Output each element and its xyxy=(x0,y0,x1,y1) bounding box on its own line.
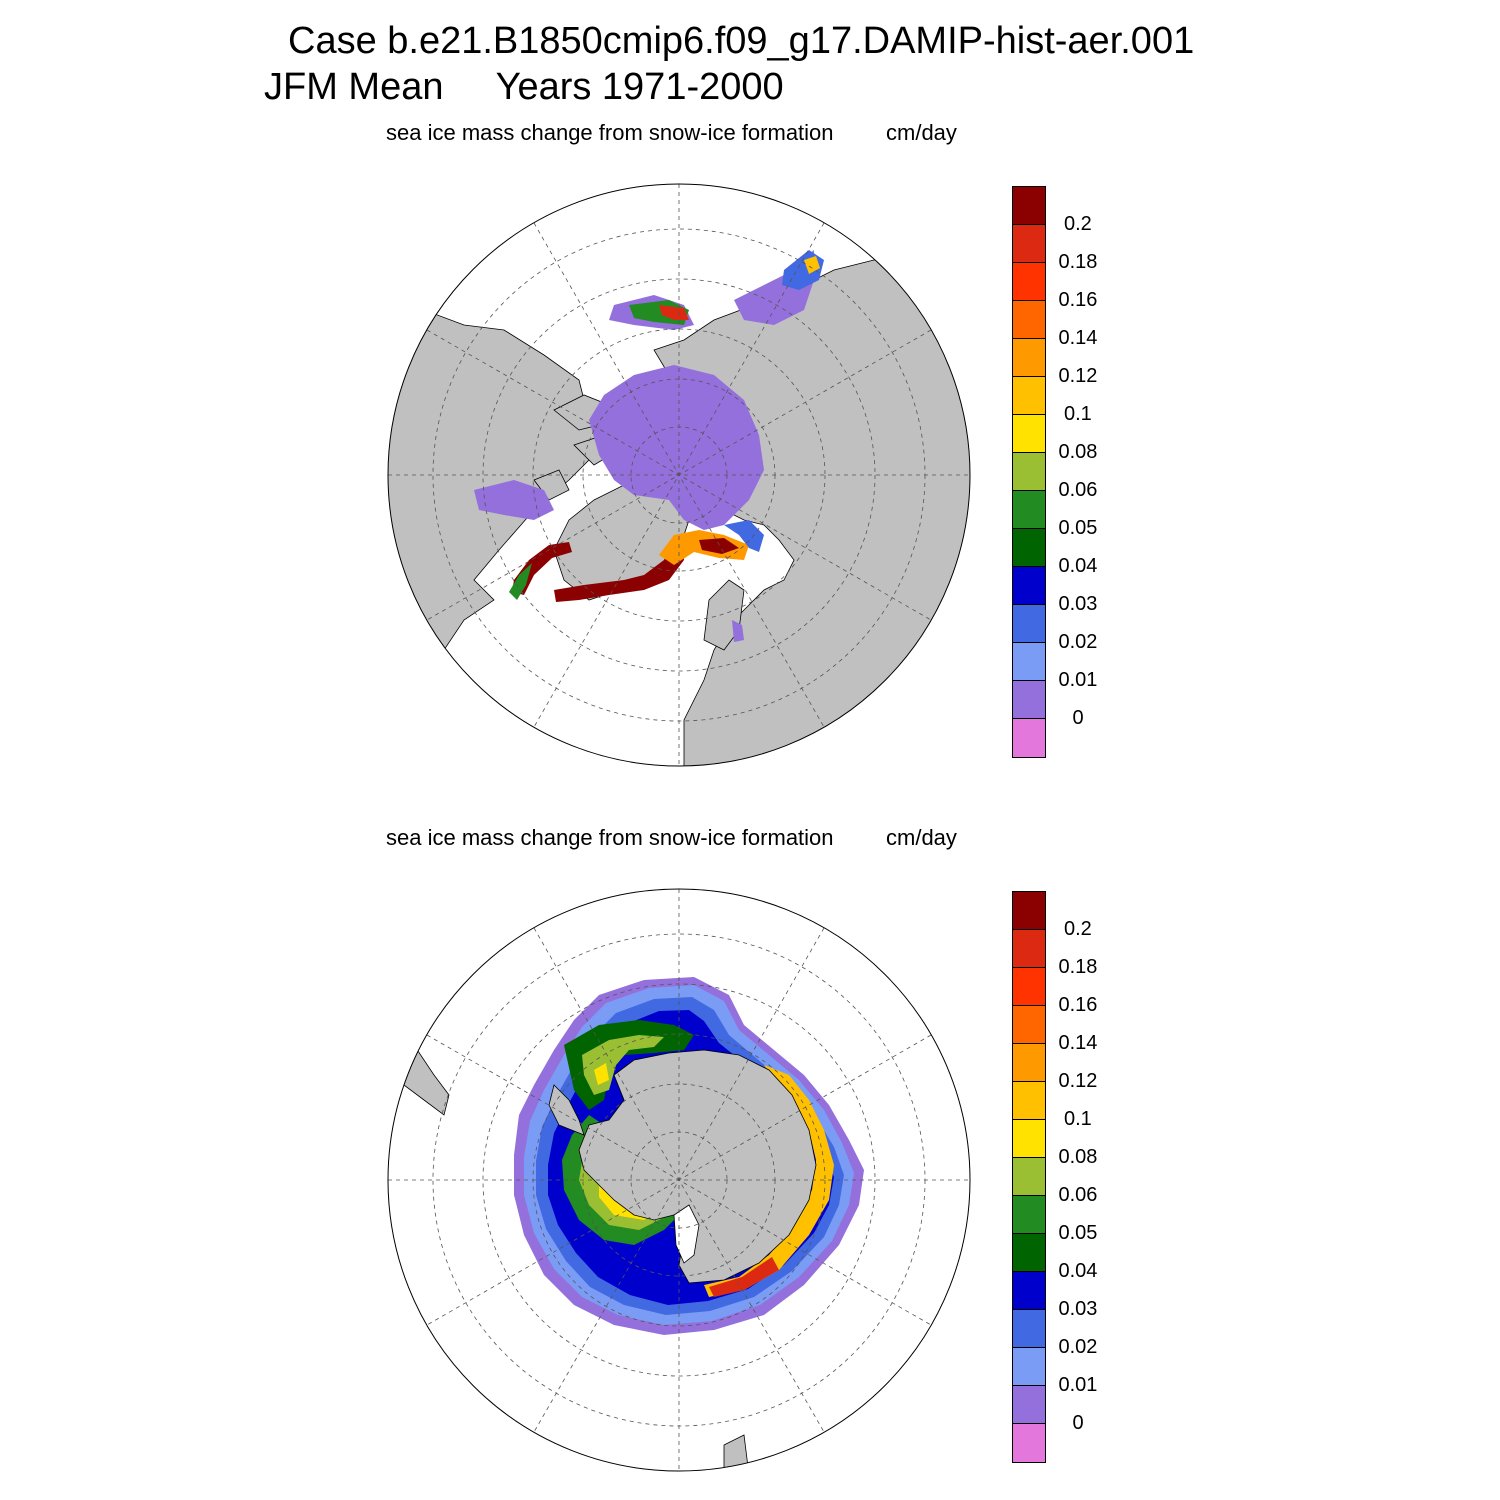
sh-map-border xyxy=(387,888,971,1472)
sh-colorbar-tick-label: 0.02 xyxy=(1058,1336,1098,1358)
sh-units-label: cm/day xyxy=(886,825,957,850)
sh-colorbar-swatch xyxy=(1013,892,1045,930)
sh-ice-east-coast xyxy=(704,1065,834,1297)
sh-land-peninsula xyxy=(548,1084,585,1136)
sh-ice-east-coast-red xyxy=(709,1257,779,1297)
nh-colorbar-swatch xyxy=(1013,377,1045,415)
nh-colorbar-tick-label: 0.04 xyxy=(1058,555,1098,577)
sh-colorbar-swatch xyxy=(1013,1006,1045,1044)
sh-colorbar-swatch xyxy=(1013,1082,1045,1120)
nh-colorbar-tick-label: 0.05 xyxy=(1058,517,1098,539)
nh-colorbar-tick-label: 0.06 xyxy=(1058,479,1098,501)
sh-colorbar-tick-label: 0 xyxy=(1072,1412,1084,1434)
nh-colorbar-tick-label: 0.03 xyxy=(1058,593,1098,615)
nh-colorbar-tick-label: 0.18 xyxy=(1058,251,1098,273)
sh-colorbar-tick-label: 0.03 xyxy=(1058,1298,1098,1320)
nh-colorbar-swatch xyxy=(1013,643,1045,681)
nh-colorbar-swatch xyxy=(1013,339,1045,377)
sh-colorbar-swatch xyxy=(1013,930,1045,968)
nh-colorbar-swatch xyxy=(1013,491,1045,529)
sh-colorbar-tick-label: 0.12 xyxy=(1058,1070,1098,1092)
sh-variable-label: sea ice mass change from snow-ice format… xyxy=(386,825,834,850)
nh-colorbar-swatch xyxy=(1013,225,1045,263)
sh-colorbar-tick-label: 0.14 xyxy=(1058,1032,1098,1054)
nh-variable-label: sea ice mass change from snow-ice format… xyxy=(386,120,834,145)
nh-colorbar-tick-label: 0.08 xyxy=(1058,441,1098,463)
nh-polar-map xyxy=(387,183,971,767)
nh-colorbar-swatch xyxy=(1013,453,1045,491)
sh-polar-map xyxy=(387,888,971,1472)
sh-ross-ice-shelf xyxy=(673,1204,700,1264)
sh-colorbar-swatch xyxy=(1013,1348,1045,1386)
nh-ice-barents-max xyxy=(699,538,739,554)
nh-colorbar-swatch xyxy=(1013,415,1045,453)
nh-colorbar-swatch xyxy=(1013,301,1045,339)
nh-units-label: cm/day xyxy=(886,120,957,145)
nh-colorbar-tick-label: 0.12 xyxy=(1058,365,1098,387)
sh-colorbar-tick-label: 0.1 xyxy=(1064,1108,1092,1130)
sh-colorbar-tick-label: 0.2 xyxy=(1064,918,1092,940)
nh-colorbar-tick-label: 0.01 xyxy=(1058,669,1098,691)
nh-colorbar-swatch xyxy=(1013,567,1045,605)
figure-title-case: Case b.e21.B1850cmip6.f09_g17.DAMIP-hist… xyxy=(288,20,1195,62)
sh-colorbar-swatch xyxy=(1013,1120,1045,1158)
nh-ice-greenland-sea xyxy=(554,535,684,602)
nh-colorbar-swatch xyxy=(1013,529,1045,567)
nh-graticule xyxy=(388,184,970,766)
sh-colorbar-tick-label: 0.04 xyxy=(1058,1260,1098,1282)
nh-ice-labrador xyxy=(512,542,572,595)
nh-ice-labrador-edge xyxy=(509,563,532,600)
sh-colorbar-tick-label: 0.16 xyxy=(1058,994,1098,1016)
nh-colorbar-swatch xyxy=(1013,263,1045,301)
sh-colorbar-swatch xyxy=(1013,1196,1045,1234)
sh-colorbar xyxy=(1012,891,1046,1463)
sh-colorbar-tick-label: 0.08 xyxy=(1058,1146,1098,1168)
sh-colorbar-tick-label: 0.05 xyxy=(1058,1222,1098,1244)
nh-ice-okhotsk-core xyxy=(804,256,820,274)
nh-ice-bering-max xyxy=(659,305,689,320)
nh-colorbar-tick-label: 0.1 xyxy=(1064,403,1092,425)
nh-colorbar xyxy=(1012,186,1046,758)
sh-graticule xyxy=(388,889,970,1471)
sh-colorbar-swatch xyxy=(1013,1044,1045,1082)
nh-colorbar-tick-label: 0.16 xyxy=(1058,289,1098,311)
nh-colorbar-swatch xyxy=(1013,681,1045,719)
nh-colorbar-tick-label: 0.2 xyxy=(1064,213,1092,235)
nh-colorbar-tick-label: 0.02 xyxy=(1058,631,1098,653)
sh-colorbar-swatch xyxy=(1013,1310,1045,1348)
nh-colorbar-swatch xyxy=(1013,605,1045,643)
sh-colorbar-tick-label: 0.06 xyxy=(1058,1184,1098,1206)
sh-colorbar-swatch xyxy=(1013,1234,1045,1272)
sh-colorbar-tick-label: 0.01 xyxy=(1058,1374,1098,1396)
nh-colorbar-swatch xyxy=(1013,719,1045,757)
nh-map-border xyxy=(387,183,971,767)
nh-colorbar-tick-label: 0.14 xyxy=(1058,327,1098,349)
figure-title-period: JFM Mean Years 1971-2000 xyxy=(264,66,784,108)
nh-colorbar-swatch xyxy=(1013,187,1045,225)
nh-colorbar-tick-label: 0 xyxy=(1072,707,1084,729)
sh-ice-ross-core xyxy=(594,1063,609,1085)
nh-ice-baltic xyxy=(732,620,744,642)
sh-colorbar-swatch xyxy=(1013,1158,1045,1196)
nh-ice-barents-edge xyxy=(724,520,764,552)
sh-land-antarctica xyxy=(578,1049,817,1284)
sh-colorbar-tick-label: 0.18 xyxy=(1058,956,1098,978)
sh-colorbar-swatch xyxy=(1013,1272,1045,1310)
sh-colorbar-swatch xyxy=(1013,1386,1045,1424)
sh-colorbar-swatch xyxy=(1013,968,1045,1006)
sh-colorbar-swatch xyxy=(1013,1424,1045,1462)
